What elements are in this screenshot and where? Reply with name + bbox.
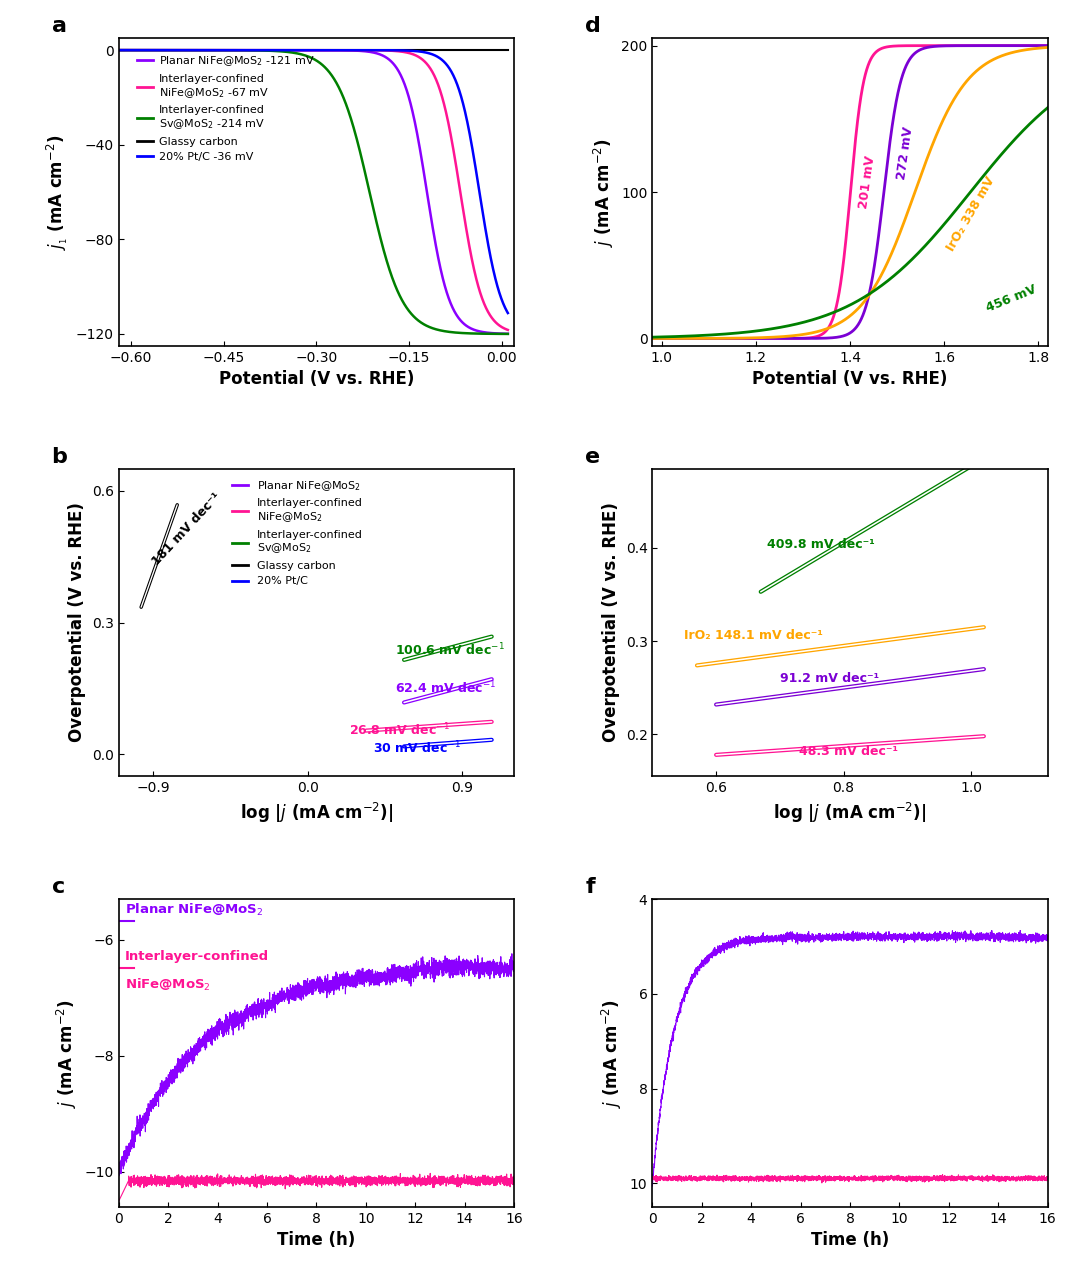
- Text: Interlayer-confined: Interlayer-confined: [125, 950, 269, 963]
- X-axis label: Time (h): Time (h): [278, 1231, 355, 1249]
- Text: 91.2 mV dec⁻¹: 91.2 mV dec⁻¹: [780, 672, 879, 686]
- X-axis label: Potential (V vs. RHE): Potential (V vs. RHE): [753, 370, 947, 388]
- Text: 30 mV dec$^{-1}$: 30 mV dec$^{-1}$: [373, 739, 461, 756]
- Text: IrO₂ 148.1 mV dec⁻¹: IrO₂ 148.1 mV dec⁻¹: [685, 630, 823, 642]
- Y-axis label: Overpotential (V vs. RHE): Overpotential (V vs. RHE): [602, 503, 620, 742]
- Text: 62.4 mV dec$^{-1}$: 62.4 mV dec$^{-1}$: [395, 681, 497, 697]
- X-axis label: log |$j$ (mA cm$^{-2}$)|: log |$j$ (mA cm$^{-2}$)|: [240, 801, 393, 825]
- Y-axis label: $j$ (mA cm$^{-2}$): $j$ (mA cm$^{-2}$): [592, 138, 616, 246]
- Text: IrO₂ 338 mV: IrO₂ 338 mV: [944, 175, 997, 254]
- Text: 201 mV: 201 mV: [858, 155, 877, 209]
- Text: 48.3 mV dec⁻¹: 48.3 mV dec⁻¹: [799, 744, 897, 757]
- Y-axis label: $j_{_1}$ (mA cm$^{-2}$): $j_{_1}$ (mA cm$^{-2}$): [45, 134, 70, 249]
- Legend: Planar NiFe@MoS$_2$, Interlayer-confined
NiFe@MoS$_2$, Interlayer-confined
Sv@Mo: Planar NiFe@MoS$_2$, Interlayer-confined…: [227, 474, 367, 591]
- Y-axis label: $j$ (mA cm$^{-2}$): $j$ (mA cm$^{-2}$): [55, 999, 79, 1107]
- Text: Planar NiFe@MoS$_2$: Planar NiFe@MoS$_2$: [125, 902, 264, 918]
- Legend: Planar NiFe@MoS$_2$ -121 mV, Interlayer-confined
NiFe@MoS$_2$ -67 mV, Interlayer: Planar NiFe@MoS$_2$ -121 mV, Interlayer-…: [132, 50, 320, 166]
- Text: c: c: [52, 877, 65, 898]
- Text: 26.8 mV dec$^{-1}$: 26.8 mV dec$^{-1}$: [349, 722, 450, 738]
- Text: 181 mV dec⁻¹: 181 mV dec⁻¹: [150, 490, 224, 568]
- Text: 272 mV: 272 mV: [894, 126, 915, 180]
- Text: NiFe@MoS$_2$: NiFe@MoS$_2$: [125, 977, 211, 994]
- X-axis label: Time (h): Time (h): [811, 1231, 889, 1249]
- Y-axis label: $j$ (mA cm$^{-2}$): $j$ (mA cm$^{-2}$): [600, 999, 624, 1107]
- Text: f: f: [585, 877, 595, 898]
- Y-axis label: Overpotential (V vs. RHE): Overpotential (V vs. RHE): [68, 503, 86, 742]
- Text: e: e: [585, 447, 600, 466]
- Text: d: d: [585, 17, 602, 36]
- Text: 100.6 mV dec$^{-1}$: 100.6 mV dec$^{-1}$: [395, 642, 505, 659]
- Text: a: a: [52, 17, 67, 36]
- Text: 409.8 mV dec⁻¹: 409.8 mV dec⁻¹: [767, 538, 875, 550]
- Text: b: b: [52, 447, 67, 466]
- Text: 456 mV: 456 mV: [984, 283, 1038, 315]
- X-axis label: log |$j$ (mA cm$^{-2}$)|: log |$j$ (mA cm$^{-2}$)|: [773, 801, 927, 825]
- X-axis label: Potential (V vs. RHE): Potential (V vs. RHE): [219, 370, 414, 388]
